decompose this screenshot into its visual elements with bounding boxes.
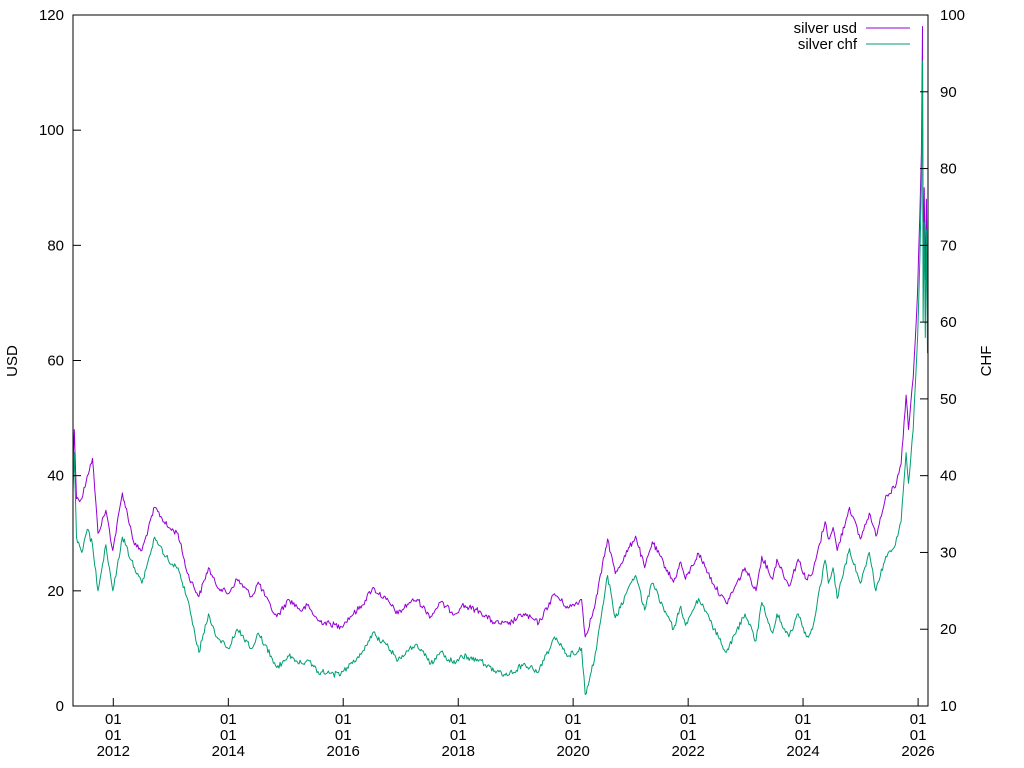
series-line-silver-usd (72, 26, 929, 638)
plot-frame (72, 14, 929, 707)
x-tick-label-6-line2: 01 (795, 727, 812, 744)
series-layer (72, 26, 929, 695)
x-tick-label-0-line1: 01 (105, 711, 122, 728)
x-tick-label-4-line1: 01 (565, 711, 582, 728)
y-tick-left-label-2: 40 (47, 468, 64, 485)
y-tick-left-label-0: 0 (56, 698, 64, 715)
x-tick-label-5-line3: 2022 (671, 743, 704, 760)
x-tick-label-3-line1: 01 (450, 711, 467, 728)
tick-layer: 0204060801001201020304050607080901000101… (39, 7, 965, 760)
x-tick-label-5-line2: 01 (680, 727, 697, 744)
y-tick-right-label-3: 40 (940, 468, 957, 485)
x-tick-label-3-line2: 01 (450, 727, 467, 744)
x-tick-label-6-line3: 2024 (786, 743, 819, 760)
y-tick-left-label-4: 80 (47, 237, 64, 254)
x-tick-label-3-line3: 2018 (442, 743, 475, 760)
y-tick-right-label-4: 50 (940, 391, 957, 408)
y-tick-left-label-1: 20 (47, 583, 64, 600)
x-tick-label-2-line2: 01 (335, 727, 352, 744)
y-axis-label-left: USD (4, 345, 21, 377)
y-tick-right-label-0: 10 (940, 698, 957, 715)
legend-label-silver-chf: silver chf (798, 36, 858, 53)
x-tick-label-6-line1: 01 (795, 711, 812, 728)
x-tick-label-7-line2: 01 (910, 727, 927, 744)
series-line-silver-chf (72, 60, 929, 695)
y-tick-left-label-6: 120 (39, 7, 64, 24)
y-tick-right-label-2: 30 (940, 544, 957, 561)
x-tick-label-1-line1: 01 (220, 711, 237, 728)
x-tick-label-2-line1: 01 (335, 711, 352, 728)
y-tick-right-label-8: 90 (940, 84, 957, 101)
y-tick-right-label-1: 20 (940, 621, 957, 638)
x-tick-label-2-line3: 2016 (327, 743, 360, 760)
chart-legend: silver usd silver chf (778, 17, 920, 53)
y-tick-right-label-7: 80 (940, 161, 957, 178)
x-tick-label-4-line3: 2020 (556, 743, 589, 760)
y-axis-label-right: CHF (978, 346, 995, 377)
x-tick-label-0-line3: 2012 (97, 743, 130, 760)
y-tick-left-label-5: 100 (39, 122, 64, 139)
x-tick-label-4-line2: 01 (565, 727, 582, 744)
x-tick-label-1-line2: 01 (220, 727, 237, 744)
x-tick-label-0-line2: 01 (105, 727, 122, 744)
y-tick-right-label-6: 70 (940, 237, 957, 254)
x-tick-label-1-line3: 2014 (212, 743, 245, 760)
y-tick-right-label-5: 60 (940, 314, 957, 331)
x-tick-label-5-line1: 01 (680, 711, 697, 728)
y-tick-right-label-9: 100 (940, 7, 965, 24)
x-tick-label-7-line3: 2026 (901, 743, 934, 760)
legend-label-silver-usd: silver usd (794, 20, 857, 37)
y-tick-left-label-3: 60 (47, 353, 64, 370)
x-tick-label-7-line1: 01 (910, 711, 927, 728)
